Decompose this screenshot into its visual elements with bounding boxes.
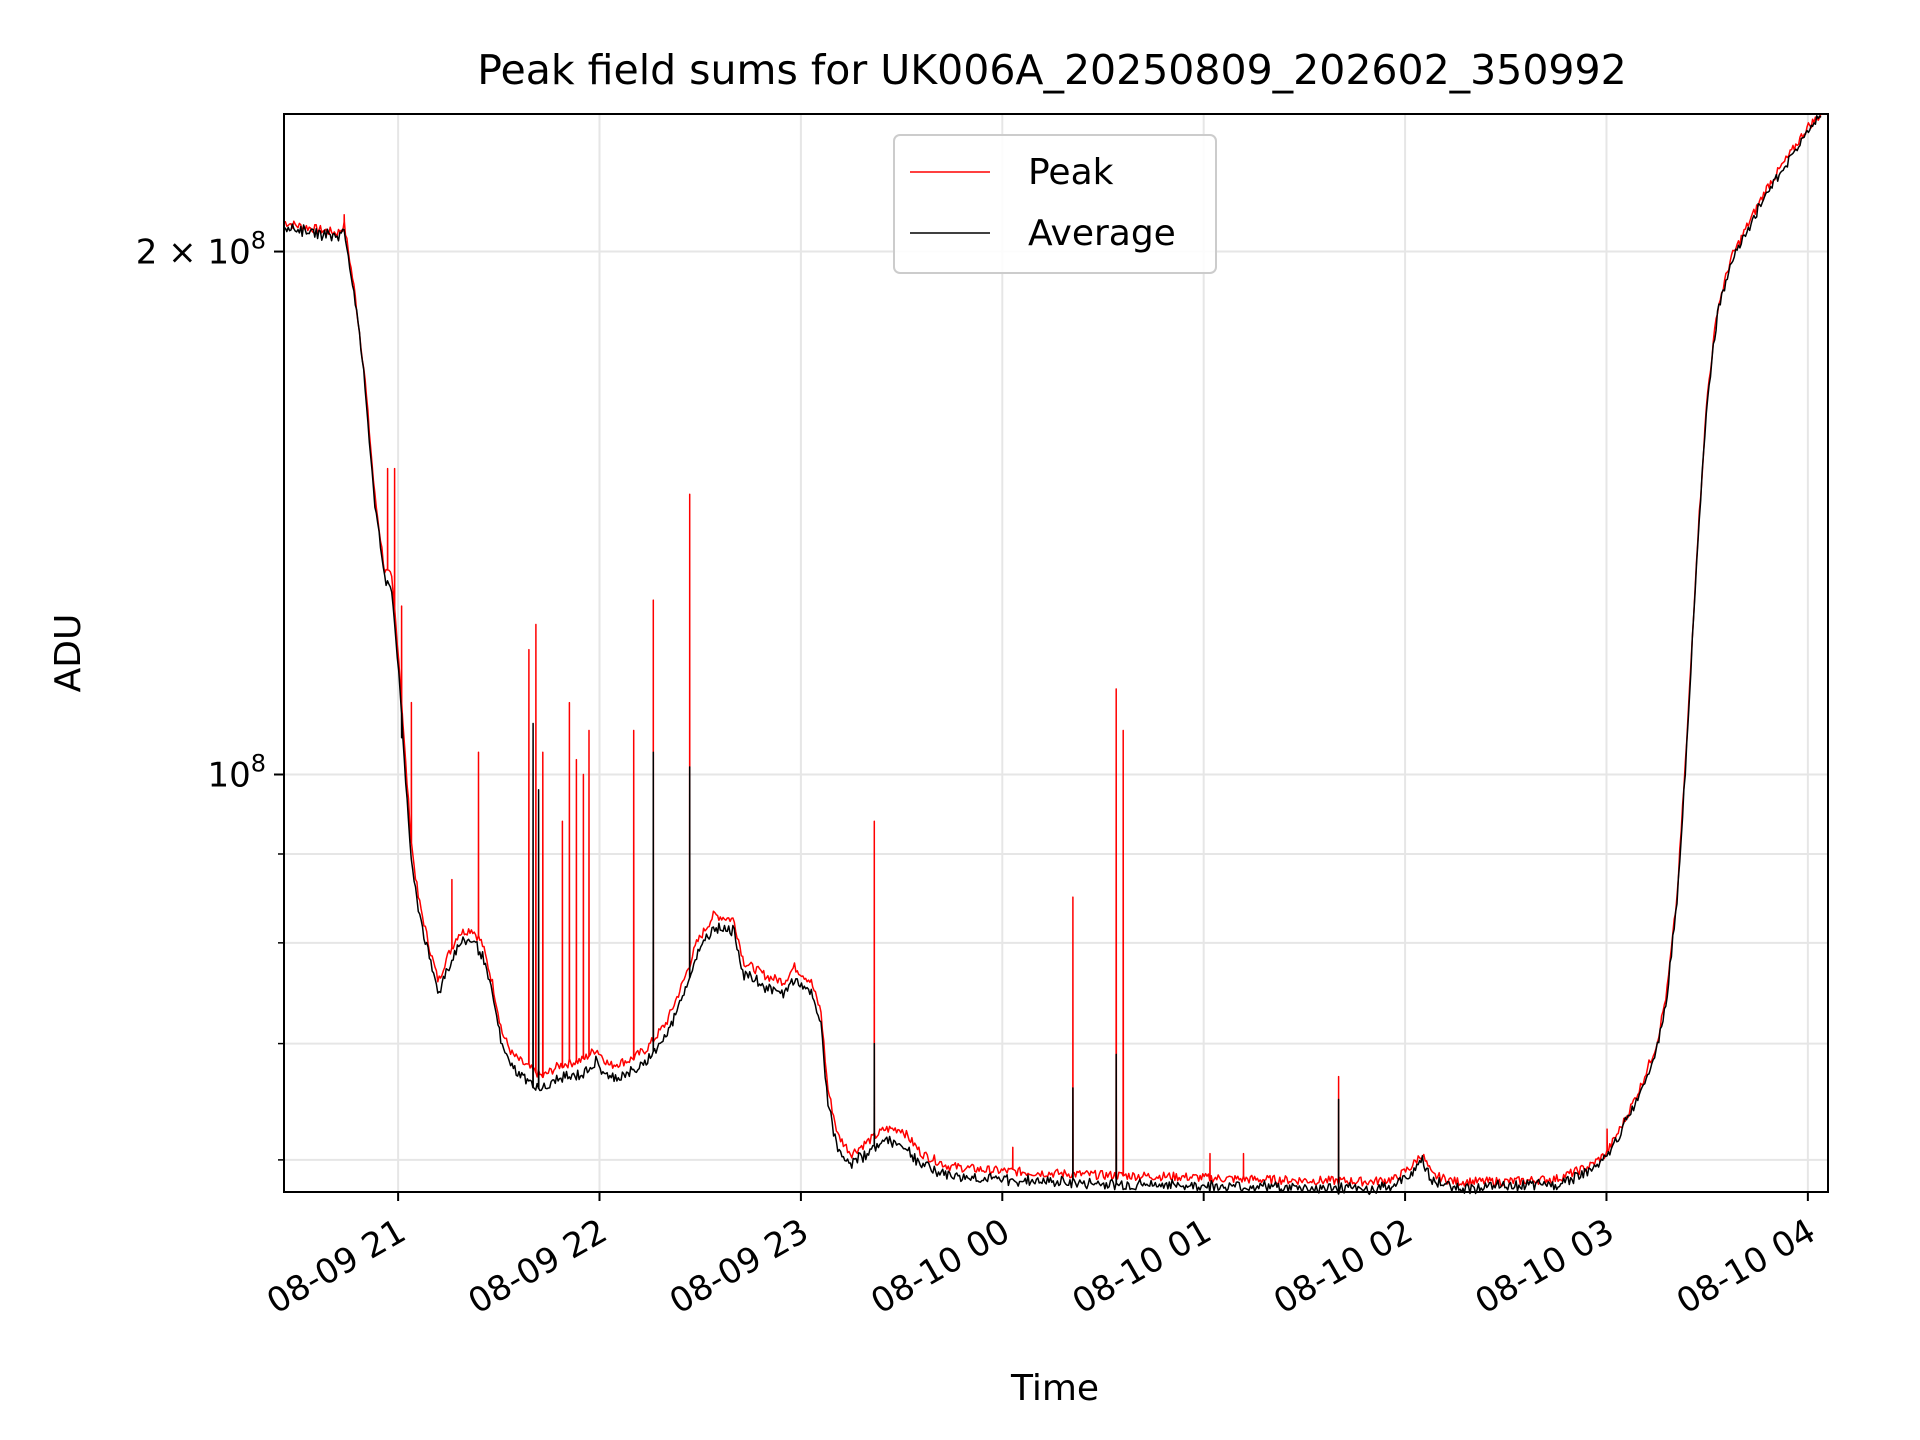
legend: Peak Average — [893, 134, 1217, 274]
legend-average-label: Average — [1028, 213, 1176, 254]
y-tick-label: 2 × 108 — [136, 227, 266, 273]
y-axis-label: ADU — [48, 614, 89, 693]
y-axis-ticks: 2 × 108 108 — [136, 227, 284, 1161]
y-tick-label: 108 — [207, 749, 266, 795]
legend-box — [893, 134, 1217, 274]
x-axis-label: Time — [1010, 1368, 1099, 1409]
series-lines — [283, 113, 1822, 1196]
grid-lines — [284, 114, 1828, 1192]
series-line-peak — [283, 113, 1822, 1187]
series-line-average — [283, 115, 1822, 1196]
plot-area-frame — [283, 113, 1829, 1193]
legend-peak-label: Peak — [1028, 152, 1114, 193]
chart-title: Peak field sums for UK006A_20250809_2026… — [477, 46, 1626, 94]
